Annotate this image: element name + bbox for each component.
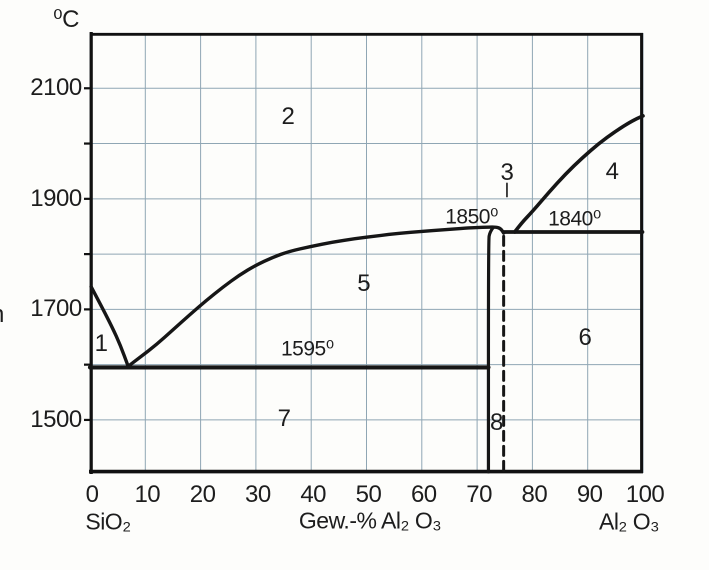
y-tick-label-1900: 1900 — [30, 184, 82, 212]
region-label-2: 2 — [281, 103, 295, 131]
curve-mullite-liquidus — [126, 225, 506, 369]
y-axis-unit: ⁰C — [53, 6, 79, 33]
x-axis-left-compound: SiO₂ — [85, 508, 131, 535]
x-tick-label-60: 60 — [410, 481, 437, 508]
annotation-temp-1840: 1840⁰ — [548, 207, 601, 231]
x-tick-label-80: 80 — [521, 481, 548, 508]
annotation-temp-1595: 1595⁰ — [281, 337, 334, 361]
x-tick-label-0: 0 — [85, 481, 99, 508]
x-axis-title: Gew.-% Al₂ O₃ — [298, 507, 442, 534]
curve-corundum-liquidus — [512, 114, 645, 234]
region-label-4: 4 — [605, 158, 619, 186]
region-label-1: 1 — [94, 330, 108, 358]
curve-mullite-left-boundary — [486, 225, 495, 474]
annotation-temp-1850: 1850⁰ — [445, 205, 498, 229]
y-tick-label-1500: 1500 — [30, 405, 82, 433]
region-label-6: 6 — [578, 324, 592, 352]
y-tick-label-2100: 2100 — [30, 74, 82, 102]
clipped-letter-fragment: n — [0, 303, 4, 327]
x-axis-right-compound: Al₂ O₃ — [598, 508, 660, 535]
x-tick-label-90: 90 — [576, 481, 603, 508]
region-label-5: 5 — [357, 269, 371, 297]
x-tick-label-40: 40 — [300, 481, 327, 508]
x-tick-label-30: 30 — [245, 481, 271, 508]
region-label-7: 7 — [277, 404, 291, 432]
region-label-8: 8 — [490, 408, 503, 436]
curve-sio2-liquidus — [89, 285, 130, 369]
y-tick-label-1700: 1700 — [30, 295, 82, 323]
x-tick-label-50: 50 — [355, 481, 382, 508]
x-tick-label-100: 100 — [625, 481, 665, 508]
x-tick-label-20: 20 — [189, 481, 216, 508]
x-tick-label-10: 10 — [134, 481, 161, 508]
x-tick-label-70: 70 — [466, 481, 492, 508]
region-label-3: 3 — [500, 158, 514, 186]
